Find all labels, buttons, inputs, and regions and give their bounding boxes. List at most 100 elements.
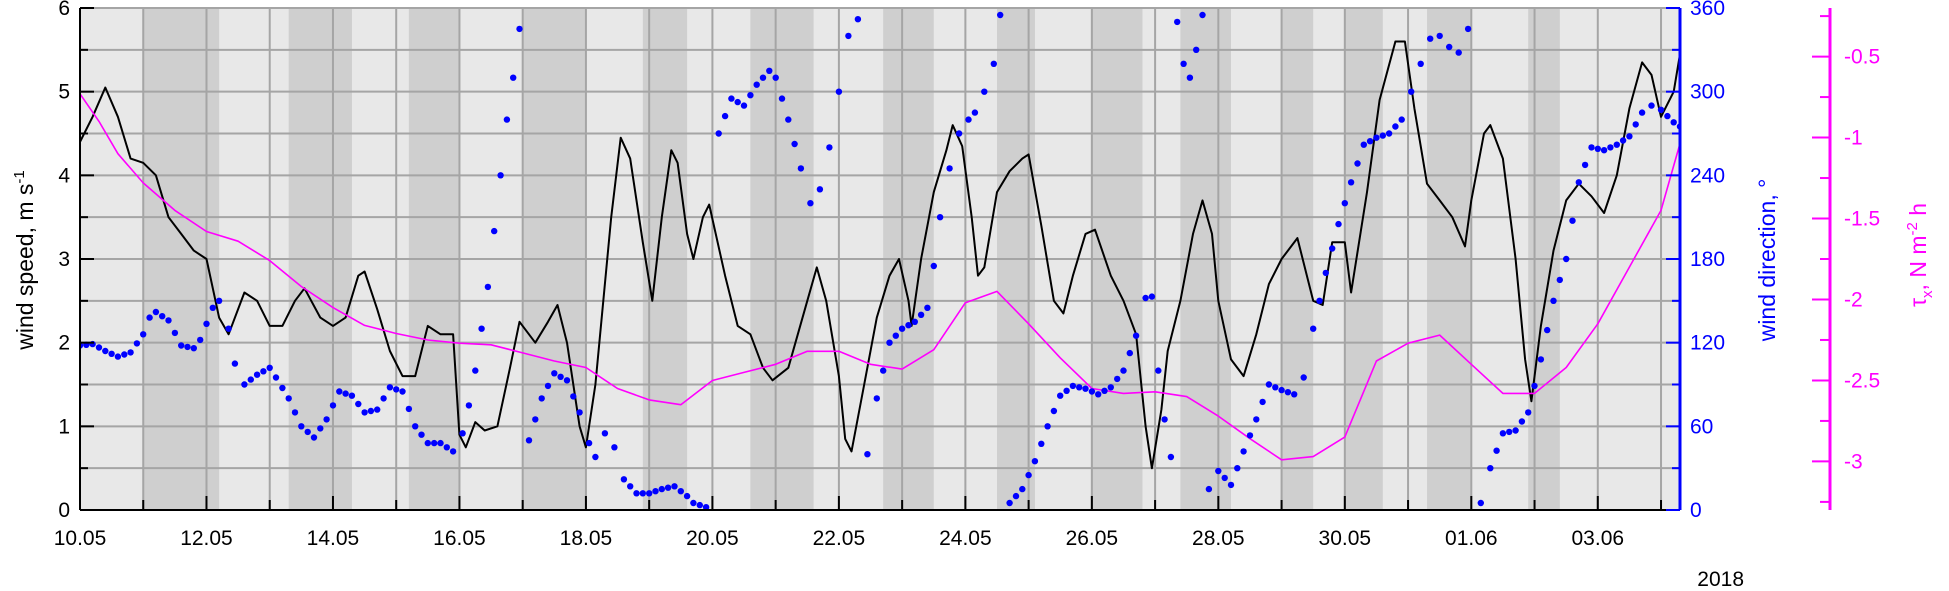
direction-dot-40	[336, 388, 343, 395]
direction-dot-184	[1329, 245, 1336, 252]
y-left-tick-label: 2	[58, 332, 70, 355]
direction-dot-171	[1240, 448, 1247, 455]
x-tick-label: 03.06	[1572, 527, 1625, 550]
x-tick-label: 12.05	[180, 527, 233, 550]
direction-dot-230	[1657, 106, 1665, 114]
direction-dot-157	[1148, 293, 1156, 300]
direction-dot-172	[1246, 432, 1254, 439]
direction-dot-85	[639, 490, 646, 497]
direction-dot-238	[1708, 137, 1714, 143]
direction-dot-109	[797, 165, 805, 172]
direction-dot-30	[272, 374, 280, 381]
left-axis-title-text: wind speed, m s	[12, 184, 38, 351]
y-right2-tick-label: -2	[1844, 288, 1863, 311]
direction-dot-119	[886, 339, 893, 346]
direction-dot-26	[247, 376, 254, 383]
direction-dot-17	[184, 343, 191, 351]
direction-dot-64	[491, 227, 498, 235]
direction-dot-57	[443, 444, 450, 451]
direction-dot-68	[516, 25, 523, 33]
direction-dot-153	[1120, 367, 1127, 374]
direction-dot-22	[215, 297, 223, 304]
direction-dot-202	[1464, 25, 1472, 33]
direction-dot-14	[165, 317, 172, 324]
direction-dot-60	[465, 402, 473, 409]
direction-dot-146	[1076, 384, 1083, 391]
direction-dot-50	[399, 388, 406, 395]
direction-dot-123	[911, 318, 918, 325]
tau-x-line	[80, 93, 1680, 461]
direction-dot-227	[1632, 121, 1639, 128]
direction-dot-141	[1044, 423, 1051, 430]
direction-dot-12	[152, 308, 160, 316]
direction-dot-154	[1126, 349, 1134, 357]
direction-dot-236	[1696, 133, 1702, 139]
tau-subscript: x	[1919, 290, 1936, 298]
x-tick-label: 18.05	[560, 527, 613, 550]
direction-dot-239	[1715, 139, 1721, 145]
direction-dot-107	[785, 116, 792, 123]
direction-dot-126	[930, 262, 937, 270]
direction-dot-35	[304, 428, 311, 436]
direction-dot-76	[570, 393, 577, 400]
direction-dot-120	[892, 332, 899, 339]
direction-dot-38	[323, 416, 330, 423]
direction-dot-150	[1101, 387, 1108, 394]
direction-dot-63	[484, 283, 492, 291]
direction-dot-37	[317, 425, 324, 432]
direction-dot-124	[917, 311, 925, 318]
direction-dot-152	[1114, 375, 1121, 383]
direction-dot-55	[431, 439, 438, 447]
direction-dot-185	[1335, 220, 1342, 228]
direction-dot-77	[576, 409, 583, 416]
direction-dot-6	[114, 353, 122, 360]
y-right2-tick-label: -1	[1844, 127, 1863, 150]
direction-dot-235	[1689, 130, 1695, 136]
direction-dot-23	[225, 325, 232, 332]
direction-dot-81	[611, 444, 618, 451]
direction-dot-78	[585, 439, 593, 447]
direction-dot-188	[1354, 160, 1361, 167]
y-right1-tick-label: 0	[1690, 499, 1702, 522]
direction-dot-9	[133, 340, 141, 347]
direction-dot-181	[1310, 325, 1317, 332]
direction-dot-192	[1379, 132, 1387, 139]
direction-dot-164	[1193, 46, 1200, 53]
direction-dot-103	[759, 74, 767, 81]
direction-dot-211	[1531, 382, 1538, 390]
direction-dot-20	[203, 320, 210, 327]
direction-dot-100	[740, 102, 748, 109]
direction-dot-94	[696, 501, 703, 509]
direction-dot-193	[1385, 130, 1393, 137]
direction-dot-86	[646, 490, 653, 497]
direction-dot-98	[728, 95, 735, 102]
direction-dot-160	[1167, 453, 1175, 461]
direction-dot-232	[1670, 119, 1677, 126]
y-right1-tick-label: 240	[1690, 164, 1725, 187]
direction-dot-179	[1291, 391, 1298, 398]
y-left-tick-label: 0	[58, 499, 70, 522]
direction-dot-156	[1142, 294, 1149, 302]
year-label: 2018	[1697, 568, 1744, 591]
direction-dot-170	[1234, 465, 1241, 472]
direction-dot-222	[1600, 147, 1608, 154]
direction-dot-11	[146, 314, 153, 321]
direction-dot-135	[1006, 499, 1013, 507]
direction-dot-131	[971, 109, 979, 116]
y-left-tick-label: 4	[58, 164, 70, 187]
direction-dot-67	[510, 74, 517, 81]
direction-dot-69	[525, 437, 533, 444]
direction-dot-29	[266, 364, 273, 371]
direction-dot-110	[807, 200, 814, 207]
direction-dot-16	[178, 342, 185, 349]
direction-dot-111	[816, 186, 824, 193]
series-layer	[80, 11, 1721, 510]
direction-dot-117	[873, 395, 880, 402]
left-axis-title: wind speed, m s-1	[11, 170, 38, 351]
direction-dot-48	[386, 384, 394, 391]
direction-dot-143	[1057, 392, 1064, 399]
y-left-tick-label: 1	[58, 415, 70, 438]
direction-dot-163	[1186, 74, 1194, 81]
direction-dot-43	[355, 400, 362, 408]
direction-dot-19	[197, 336, 204, 344]
